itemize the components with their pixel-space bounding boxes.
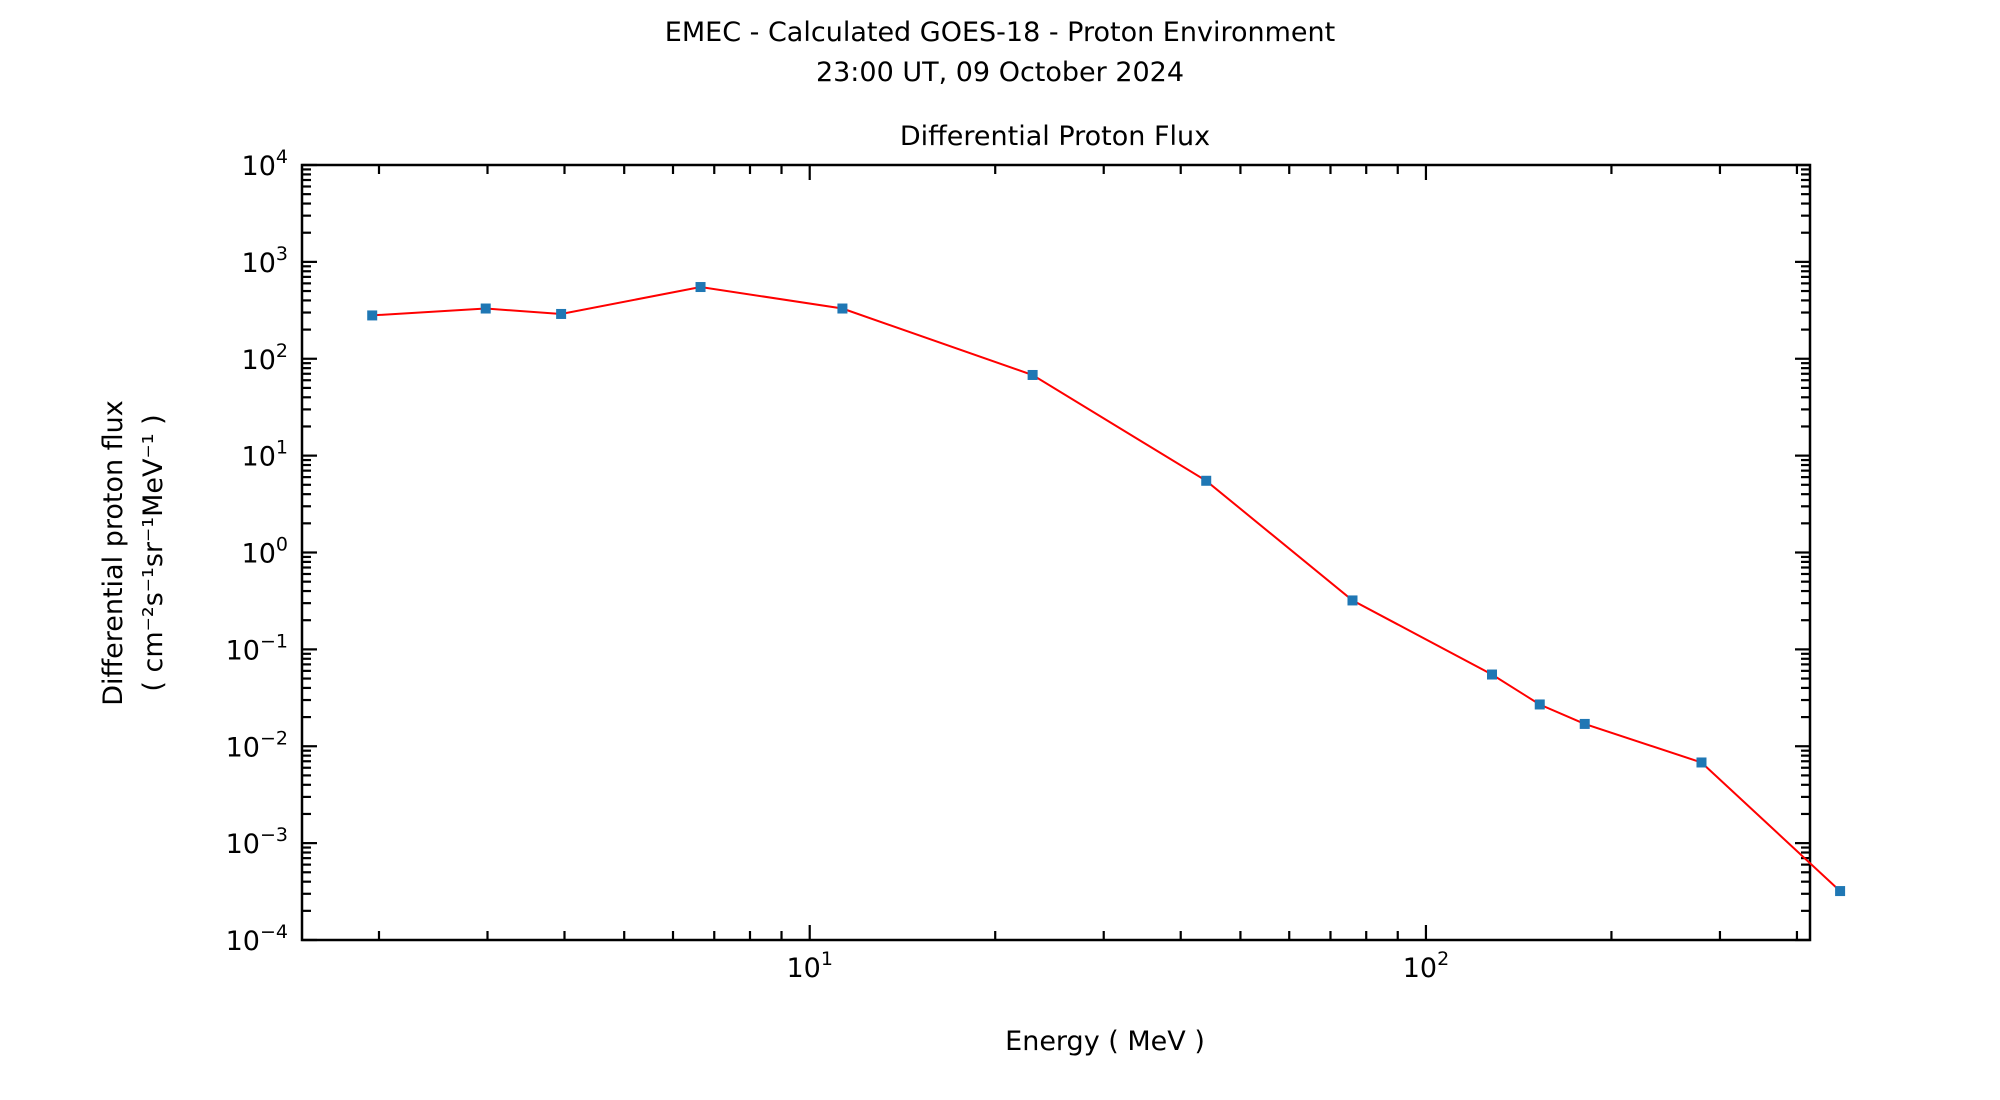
x-tick-label: 102	[1403, 948, 1449, 984]
y-axis-units: ( cm⁻²s⁻¹sr⁻¹MeV⁻¹ )	[138, 414, 169, 691]
figure-title-line-2: 23:00 UT, 09 October 2024	[815, 57, 1185, 88]
data-point	[556, 308, 567, 319]
y-tick-label: 10−4	[226, 921, 288, 957]
y-tick-label: 102	[242, 340, 288, 376]
series-line	[372, 285, 1841, 892]
data-point	[1696, 757, 1707, 768]
y-tick-label: 103	[242, 243, 288, 279]
data-point	[1027, 369, 1038, 380]
x-tick-label: 101	[786, 948, 832, 984]
data-point	[1534, 699, 1545, 710]
data-series	[367, 282, 1846, 897]
data-point	[695, 282, 706, 293]
data-point	[1835, 886, 1846, 897]
y-tick-label: 10−2	[226, 727, 288, 763]
tick-labels: 104 103 102 101 100 10−1 10−2 10−3 10−4 101 102	[226, 146, 1450, 984]
data-point	[1487, 669, 1498, 680]
y-tick-label: 104	[242, 146, 288, 182]
data-point	[837, 303, 848, 314]
y-tick-label: 10−3	[226, 824, 288, 860]
tick-marks	[302, 163, 1810, 942]
y-tick-label: 100	[242, 534, 288, 570]
y-tick-label: 10−1	[226, 630, 288, 666]
data-point	[1201, 475, 1212, 486]
data-point	[1347, 595, 1358, 606]
y-tick-label: 101	[242, 437, 288, 473]
y-axis-label: Differential proton flux	[98, 400, 129, 706]
data-point	[1579, 718, 1590, 729]
chart-title: Differential Proton Flux	[900, 121, 1210, 152]
figure-title-line-1: EMEC - Calculated GOES-18 - Proton Envir…	[664, 17, 1336, 48]
data-point	[480, 303, 491, 314]
x-axis-label: Energy ( MeV )	[1005, 1026, 1205, 1057]
plot-frame	[300, 163, 1812, 942]
data-point	[367, 310, 378, 321]
